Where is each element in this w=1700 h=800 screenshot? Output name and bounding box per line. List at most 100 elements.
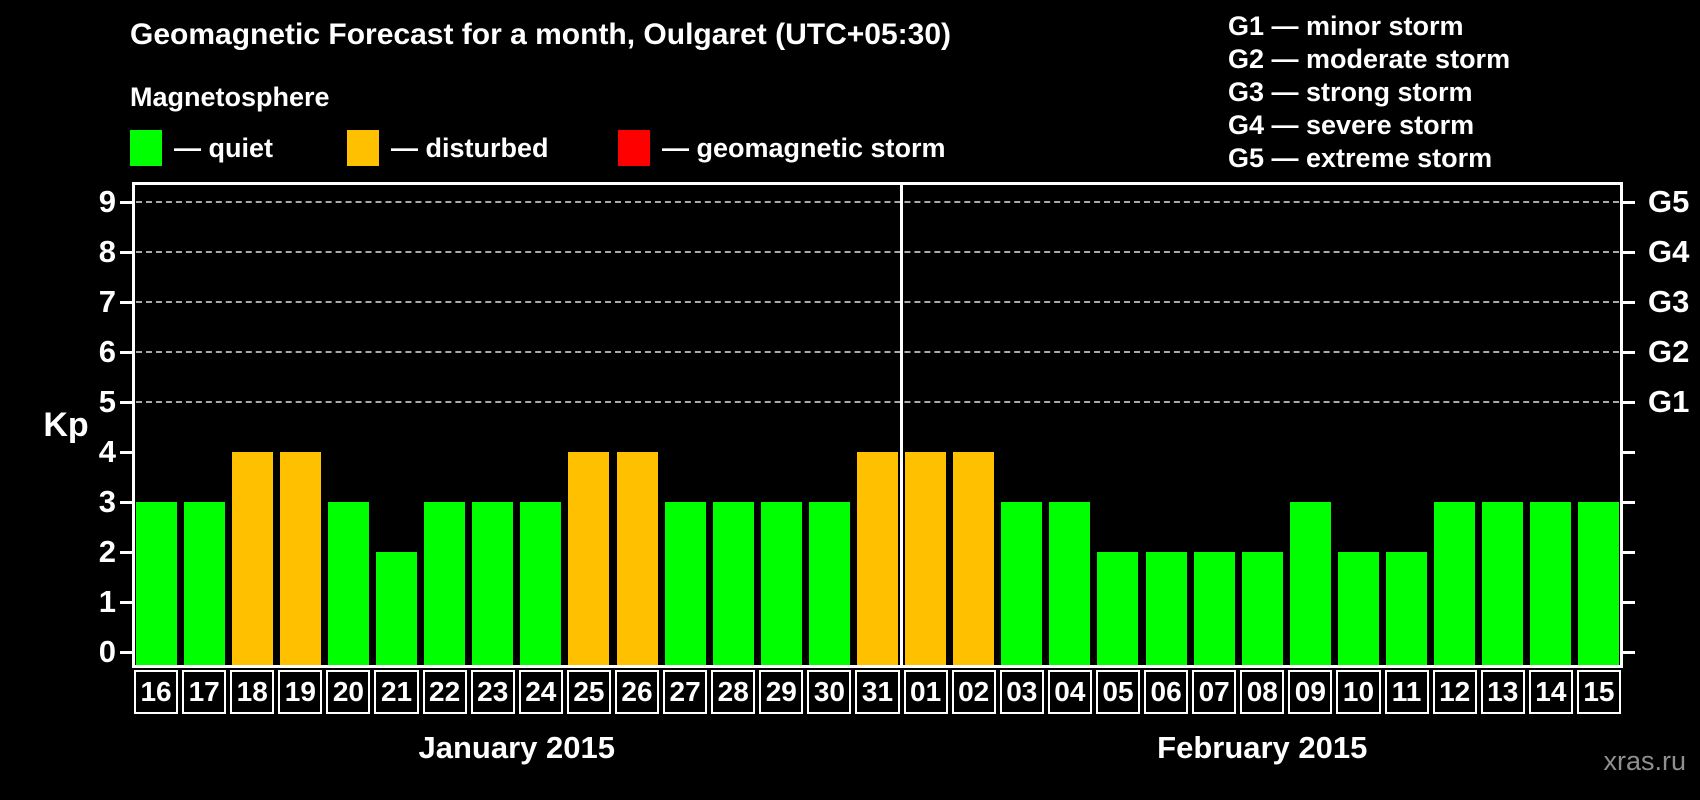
kp-bar xyxy=(857,452,898,668)
storm-swatch-icon xyxy=(618,130,650,166)
storm-scale-g2: G2 — moderate storm xyxy=(1228,44,1511,74)
right-axis-tick xyxy=(1623,400,1635,404)
watermark-link[interactable]: xras.ru xyxy=(1603,746,1686,776)
kp-bar xyxy=(376,552,418,668)
page-title: Geomagnetic Forecast for a month, Oulgar… xyxy=(130,18,952,51)
kp-bar xyxy=(1097,552,1139,668)
date-cell: 29 xyxy=(759,670,804,714)
kp-bar xyxy=(712,502,754,668)
kp-bar xyxy=(953,452,995,668)
date-cell: 24 xyxy=(518,670,563,714)
kp-bar xyxy=(183,502,225,668)
storm-scale-g4: G4 — severe storm xyxy=(1228,110,1475,140)
date-cell: 14 xyxy=(1528,670,1573,714)
kp-bar xyxy=(1001,502,1043,668)
left-axis-tick xyxy=(120,450,132,454)
quiet-swatch-icon xyxy=(130,130,162,166)
kp-bar xyxy=(1049,502,1091,668)
date-cell: 27 xyxy=(663,670,708,714)
y-tick-label: 7 xyxy=(98,284,116,319)
date-cell: 09 xyxy=(1288,670,1333,714)
date-cell: 02 xyxy=(951,670,996,714)
kp-bar xyxy=(1145,552,1187,668)
kp-bar xyxy=(327,502,369,668)
left-axis-tick xyxy=(120,300,132,304)
kp-bar xyxy=(1482,502,1524,668)
date-cell: 20 xyxy=(326,670,371,714)
left-axis-tick xyxy=(120,400,132,404)
y-tick-label: 6 xyxy=(98,334,116,369)
g-axis-label-g1: G1 xyxy=(1648,384,1690,419)
date-cell: 23 xyxy=(470,670,515,714)
month-separator-line xyxy=(900,182,904,668)
kp-bar xyxy=(424,502,466,668)
right-axis-tick xyxy=(1623,550,1635,554)
right-axis-tick xyxy=(1623,350,1635,354)
date-cell: 16 xyxy=(134,670,179,714)
date-cell: 18 xyxy=(230,670,275,714)
kp-bar xyxy=(135,502,177,668)
left-axis-tick xyxy=(120,350,132,354)
legend-item-label: — quiet xyxy=(174,132,273,163)
gridline-kp9 xyxy=(136,201,1619,203)
date-cell: 13 xyxy=(1480,670,1525,714)
left-axis-tick xyxy=(120,200,132,204)
date-cell: 06 xyxy=(1144,670,1189,714)
month-label: February 2015 xyxy=(1157,730,1368,765)
storm-scale-legend: G1 — minor storm G2 — moderate storm G3 … xyxy=(1228,10,1510,175)
kp-bar xyxy=(905,452,947,668)
right-axis-tick xyxy=(1623,600,1635,604)
date-cell: 03 xyxy=(999,670,1044,714)
y-tick-label: 0 xyxy=(98,634,116,669)
legend-item-storm: — geomagnetic storm xyxy=(618,129,946,167)
kp-bar xyxy=(616,452,658,668)
y-tick-label: 4 xyxy=(98,434,116,469)
date-cell: 01 xyxy=(903,670,948,714)
date-cell: 25 xyxy=(566,670,611,714)
kp-bar xyxy=(1386,552,1428,668)
kp-bar xyxy=(1241,552,1283,668)
legend-item-label: — disturbed xyxy=(391,132,549,163)
kp-bar xyxy=(568,452,610,668)
y-axis-title: Kp xyxy=(43,406,89,444)
g-axis-label-g5: G5 xyxy=(1648,184,1690,219)
y-tick-label: 3 xyxy=(98,484,116,519)
legend-item-quiet: — quiet xyxy=(130,129,273,167)
date-cell: 08 xyxy=(1240,670,1285,714)
date-cell: 31 xyxy=(855,670,900,714)
date-cell: 26 xyxy=(614,670,660,714)
y-tick-label: 9 xyxy=(98,184,116,219)
date-cell: 05 xyxy=(1095,670,1141,714)
date-cell: 11 xyxy=(1384,670,1429,714)
left-axis-tick xyxy=(120,600,132,604)
date-cell: 12 xyxy=(1432,670,1477,714)
kp-bar xyxy=(1530,502,1572,668)
left-axis-tick xyxy=(120,650,132,654)
y-tick-label: 2 xyxy=(98,534,116,569)
storm-scale-g3: G3 — strong storm xyxy=(1228,77,1473,107)
kp-bar xyxy=(760,502,802,668)
right-axis-tick xyxy=(1623,250,1635,254)
kp-bar xyxy=(1434,502,1476,668)
left-axis-tick xyxy=(120,550,132,554)
right-axis-tick xyxy=(1623,500,1635,504)
date-cell: 19 xyxy=(278,670,323,714)
kp-bar xyxy=(472,502,514,668)
magnetosphere-legend-heading: Magnetosphere xyxy=(130,82,330,112)
gridline-kp5 xyxy=(136,401,1619,403)
left-axis-tick xyxy=(120,500,132,504)
right-axis-tick xyxy=(1623,450,1635,454)
date-cell: 07 xyxy=(1192,670,1237,714)
g-axis-label-g3: G3 xyxy=(1648,284,1690,319)
gridline-kp6 xyxy=(136,351,1619,353)
date-cell: 17 xyxy=(182,670,227,714)
right-axis-tick xyxy=(1623,650,1635,654)
date-cell: 04 xyxy=(1047,670,1092,714)
kp-bar xyxy=(808,502,850,668)
kp-bar xyxy=(231,452,273,668)
gridline-kp8 xyxy=(136,251,1619,253)
y-tick-label: 1 xyxy=(98,584,116,619)
storm-scale-g5: G5 — extreme storm xyxy=(1228,143,1493,173)
kp-bar xyxy=(1337,552,1379,668)
